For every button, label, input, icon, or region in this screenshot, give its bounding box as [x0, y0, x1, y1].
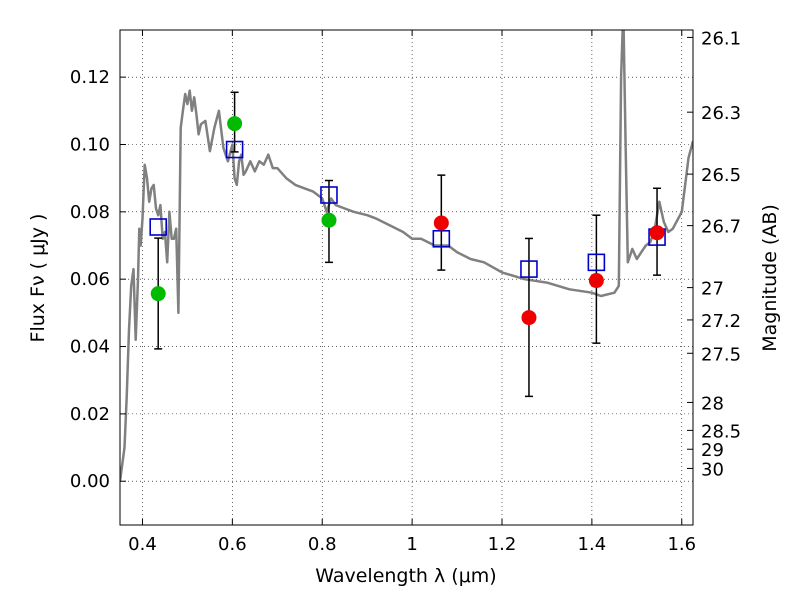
observed-flux-point	[321, 212, 337, 228]
y-tick-label: 0.12	[70, 67, 110, 88]
x-tick-label: 0.4	[128, 534, 157, 555]
observed-flux-point	[521, 310, 537, 326]
ticks: 0.4 0.6 0.8 1 1.2 1.4 1.6 0.00 0.02 0.04 0.06 0.08 0…	[70, 28, 741, 555]
mag-tick-label: 27	[701, 279, 724, 300]
mag-tick-label: 26.5	[701, 165, 741, 186]
mag-tick-label: 28.5	[701, 421, 741, 442]
y-tick-label: 0.08	[70, 202, 110, 223]
y-tick-label: 0.10	[70, 134, 110, 155]
mag-tick-label: 27.2	[701, 311, 741, 332]
observed-flux-point	[433, 215, 449, 231]
y-tick-label: 0.06	[70, 269, 110, 290]
marker-layer	[149, 91, 666, 398]
x-tick-label: 1.4	[578, 534, 607, 555]
x-tick-label: 1	[406, 534, 417, 555]
y-tick-label: 0.04	[70, 337, 110, 358]
y-tick-label: 0.02	[70, 404, 110, 425]
mag-tick-label: 27.5	[701, 344, 741, 365]
mag-tick-label: 30	[701, 459, 724, 480]
grid	[120, 30, 693, 525]
x-tick-label: 0.6	[218, 534, 247, 555]
x-axis-label: Wavelength λ (μm)	[315, 565, 496, 587]
y-tick-label: 0.00	[70, 471, 110, 492]
model-photometry-square	[149, 218, 167, 236]
mag-tick-label: 29	[701, 440, 724, 461]
plot-frame	[119, 29, 694, 526]
model-photometry-square	[225, 140, 244, 159]
mag-tick-label: 28	[701, 393, 724, 414]
mag-tick-label: 26.7	[701, 217, 741, 238]
model-photometry-square	[587, 253, 606, 272]
observed-flux-point	[588, 273, 604, 289]
plot-background	[120, 30, 693, 525]
x-tick-label: 0.8	[308, 534, 337, 555]
y-axis-label: Flux Fν ( μJy )	[27, 214, 49, 343]
x-tick-label: 1.6	[667, 534, 696, 555]
series-layer	[120, 30, 693, 482]
mag-tick-label: 26.3	[701, 103, 741, 124]
model-photometry-square	[520, 260, 538, 278]
y-axis-right-label: Magnitude (AB)	[759, 204, 781, 352]
observed-flux-point	[227, 116, 243, 132]
observed-flux-point	[649, 225, 665, 241]
model-photometry-square	[320, 186, 338, 204]
observed-flux-point	[150, 286, 166, 302]
model-sed-line	[120, 30, 693, 482]
x-tick-label: 1.2	[488, 534, 517, 555]
model-photometry-square	[432, 229, 451, 248]
mag-tick-label: 26.1	[701, 28, 741, 49]
